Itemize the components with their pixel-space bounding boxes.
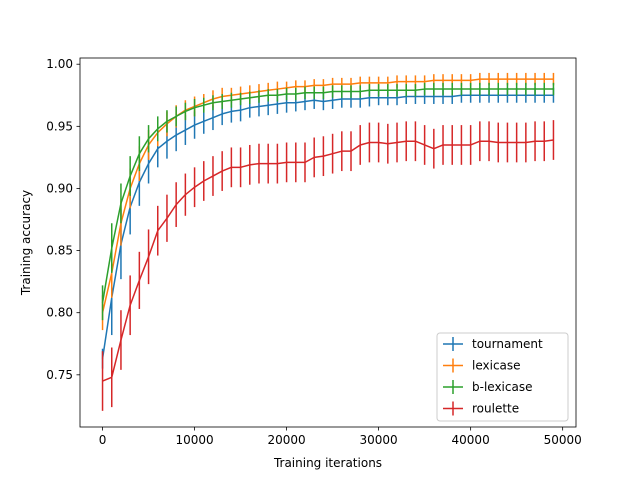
series-group	[101, 72, 555, 411]
x-tick-label: 40000	[452, 433, 490, 447]
legend-box	[436, 332, 569, 422]
y-tick-label: 0.75	[46, 368, 73, 382]
y-tick-label: 0.85	[46, 244, 73, 258]
y-tick-label: 1.00	[46, 57, 73, 71]
x-tick-label: 50000	[544, 433, 582, 447]
x-tick-label: 30000	[360, 433, 398, 447]
legend-item-tournament: tournament	[443, 337, 543, 351]
series-roulette	[101, 120, 555, 411]
legend-label: tournament	[472, 337, 543, 351]
legend-label: lexicase	[472, 359, 521, 373]
y-tick-label: 0.95	[46, 119, 73, 133]
x-axis-label: Training iterations	[273, 456, 382, 470]
x-tick-label: 10000	[175, 433, 213, 447]
legend-item-lexicase: lexicase	[443, 358, 521, 373]
series-tournament	[101, 87, 555, 369]
roulette-line	[102, 139, 554, 382]
y-tick-label: 0.80	[46, 306, 73, 320]
x-tick-label: 0	[99, 433, 107, 447]
tournament-line	[101, 94, 554, 359]
b-lexicase-line	[101, 88, 554, 303]
y-tick-label: 0.90	[46, 181, 73, 195]
y-axis-label: Training accuracy	[19, 190, 33, 296]
legend-item-b-lexicase: b-lexicase	[443, 380, 532, 394]
x-tick-label: 20000	[267, 433, 305, 447]
lexicase-line	[101, 78, 554, 313]
y-axis: 0.75 0.80 0.85 0.90 0.95 1.00	[46, 57, 80, 382]
legend-label: b-lexicase	[472, 380, 532, 394]
legend: tournament lexicase b-lexicase roulette	[436, 332, 569, 422]
legend-item-roulette: roulette	[443, 401, 519, 416]
x-axis: 0 10000 20000 30000 40000 50000	[99, 427, 582, 447]
series-lexicase	[101, 72, 555, 331]
series-b-lexicase	[101, 82, 555, 321]
legend-label: roulette	[472, 402, 519, 416]
plot-frame	[79, 57, 577, 428]
